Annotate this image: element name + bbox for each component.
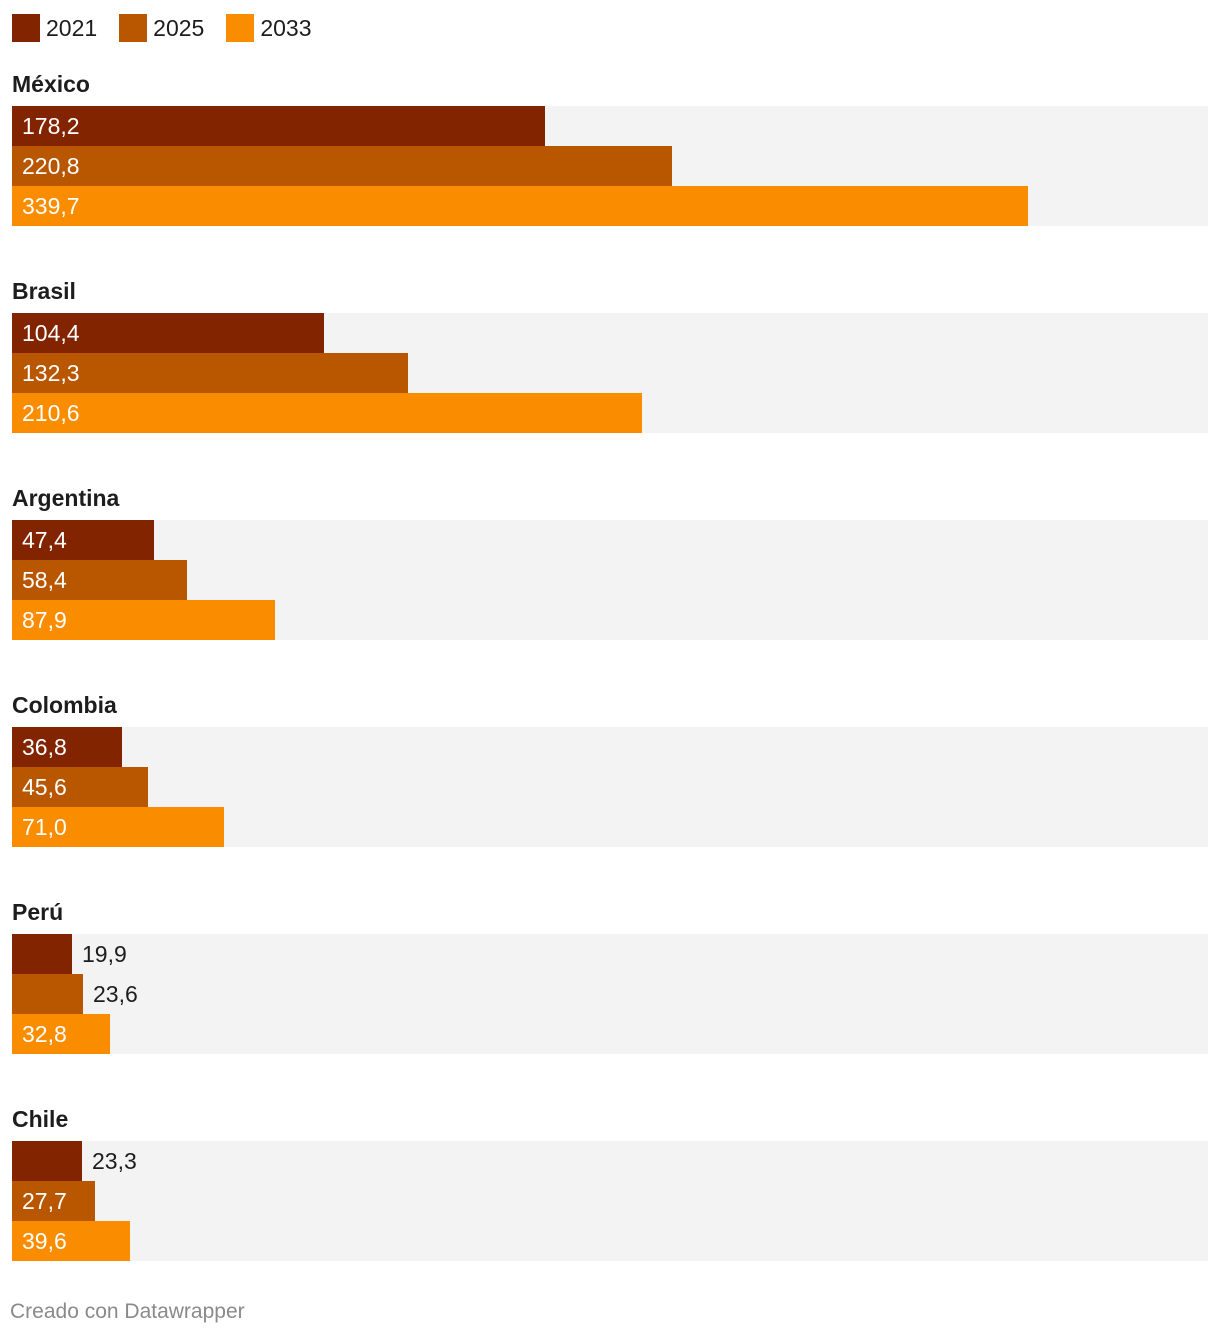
legend-item: 2025 — [119, 14, 204, 42]
bar-value-label: 87,9 — [22, 607, 67, 633]
bar-row: 220,8 — [12, 146, 1208, 186]
bar-value-label: 220,8 — [22, 153, 80, 179]
legend-swatch — [226, 14, 255, 42]
bar-value-label: 339,7 — [22, 193, 80, 219]
credit-footer: Creado con Datawrapper — [10, 1300, 245, 1323]
bar-track: 178,2 220,8 339,7 — [12, 106, 1208, 226]
legend-swatch — [119, 14, 148, 42]
bar — [12, 560, 187, 600]
bar-value-label: 58,4 — [22, 567, 67, 593]
bar-row: 178,2 — [12, 106, 1208, 146]
bar-row: 32,8 — [12, 1014, 1208, 1054]
bar-row: 45,6 — [12, 767, 1208, 807]
category-group: Brasil 104,4 132,3 210,6 — [12, 275, 1208, 433]
bar-track: 19,9 23,6 32,8 — [12, 934, 1208, 1054]
bar-row: 47,4 — [12, 520, 1208, 560]
bar-row: 23,6 — [12, 974, 1208, 1014]
legend: 2021 2025 2033 — [12, 14, 334, 42]
legend-item: 2021 — [12, 14, 97, 42]
bar — [12, 807, 224, 847]
legend-label: 2033 — [260, 15, 312, 41]
bar-row: 210,6 — [12, 393, 1208, 433]
category-label: Perú — [12, 899, 64, 925]
bar — [12, 520, 154, 560]
bar — [12, 600, 275, 640]
bar-row: 23,3 — [12, 1141, 1208, 1181]
bar — [12, 393, 642, 433]
bar-row: 104,4 — [12, 313, 1208, 353]
bar-track: 47,4 58,4 87,9 — [12, 520, 1208, 640]
bar-row: 39,6 — [12, 1221, 1208, 1261]
category-label: Brasil — [12, 278, 76, 304]
category-group: Chile 23,3 27,7 39,6 — [12, 1103, 1208, 1261]
category-group: México 178,2 220,8 339,7 — [12, 68, 1208, 226]
bar — [12, 974, 83, 1014]
bar — [12, 1141, 82, 1181]
bar — [12, 313, 324, 353]
bar-value-label: 132,3 — [22, 360, 80, 386]
bar — [12, 1181, 95, 1221]
bar — [12, 186, 1028, 226]
bar — [12, 1221, 130, 1261]
bar — [12, 353, 408, 393]
bar-row: 36,8 — [12, 727, 1208, 767]
bar-value-label: 71,0 — [22, 814, 67, 840]
bar-value-label: 104,4 — [22, 320, 80, 346]
category-label: Chile — [12, 1106, 69, 1132]
category-label: México — [12, 71, 90, 97]
category-label: Colombia — [12, 692, 117, 718]
bar — [12, 1014, 110, 1054]
legend-label: 2025 — [153, 15, 205, 41]
bar-row: 339,7 — [12, 186, 1208, 226]
category-label: Argentina — [12, 485, 120, 511]
bar-row: 58,4 — [12, 560, 1208, 600]
legend-label: 2021 — [46, 15, 98, 41]
bar — [12, 146, 672, 186]
bar — [12, 727, 122, 767]
bar — [12, 767, 148, 807]
bar-row: 87,9 — [12, 600, 1208, 640]
bar-value-label: 45,6 — [22, 774, 67, 800]
bar — [12, 106, 545, 146]
bar-value-label: 23,6 — [93, 981, 138, 1007]
bar-track: 36,8 45,6 71,0 — [12, 727, 1208, 847]
bar-value-label: 47,4 — [22, 527, 67, 553]
bar-row: 132,3 — [12, 353, 1208, 393]
legend-item: 2033 — [226, 14, 312, 42]
bar-value-label: 27,7 — [22, 1188, 67, 1214]
bar-value-label: 23,3 — [92, 1148, 137, 1174]
bar-value-label: 32,8 — [22, 1021, 67, 1047]
category-group: Argentina 47,4 58,4 87,9 — [12, 482, 1208, 640]
category-group: Colombia 36,8 45,6 71,0 — [12, 689, 1208, 847]
bar-row: 27,7 — [12, 1181, 1208, 1221]
bar-track: 104,4 132,3 210,6 — [12, 313, 1208, 433]
bar-value-label: 36,8 — [22, 734, 67, 760]
bar-value-label: 19,9 — [82, 941, 127, 967]
bar-value-label: 39,6 — [22, 1228, 67, 1254]
bar-track: 23,3 27,7 39,6 — [12, 1141, 1208, 1261]
bar-row: 71,0 — [12, 807, 1208, 847]
bar-value-label: 210,6 — [22, 400, 80, 426]
bar-value-label: 178,2 — [22, 113, 80, 139]
legend-swatch — [12, 14, 40, 42]
bar — [12, 934, 72, 974]
category-group: Perú 19,9 23,6 32,8 — [12, 896, 1208, 1054]
bar-row: 19,9 — [12, 934, 1208, 974]
